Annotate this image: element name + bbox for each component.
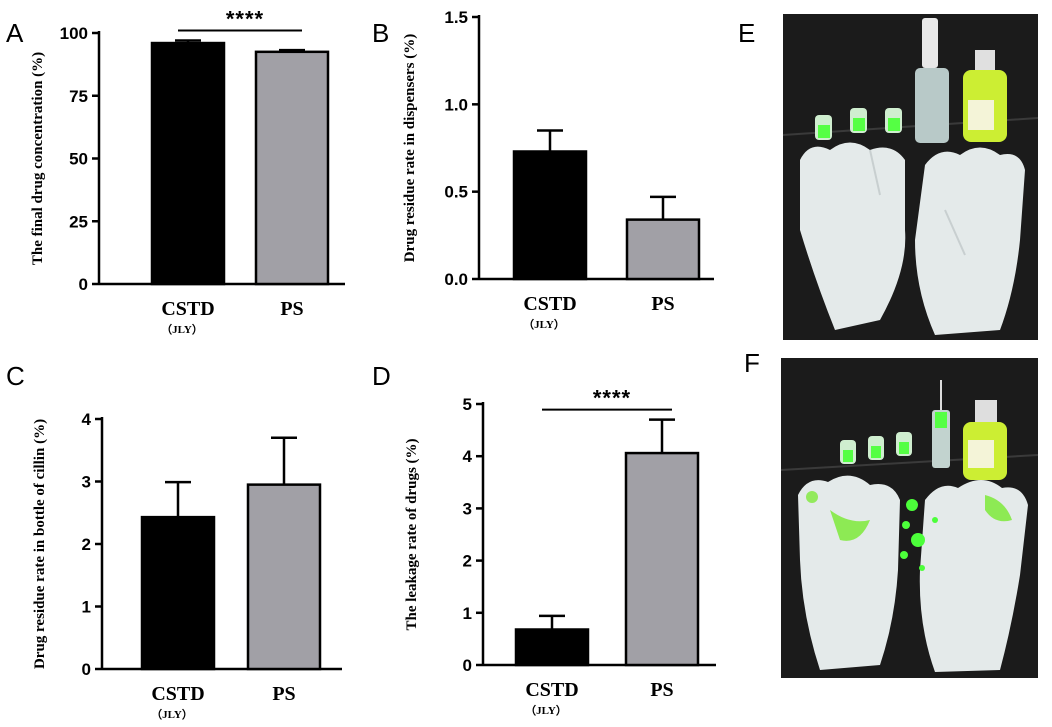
- panel-letter-c: C: [6, 361, 25, 391]
- y-tick-label: 3: [463, 499, 472, 518]
- y-tick-label: 0: [82, 660, 91, 679]
- y-tick-label: 25: [69, 212, 88, 231]
- chart-final-drug-concentration: 0 25 50 75 100 The final drug concentration (…: [30, 7, 345, 336]
- chart-leakage-rate: 0 1 2 3 4 5 The leakage rate of drugs (%) CSTD （…: [404, 386, 716, 717]
- category-label: PS: [272, 683, 295, 705]
- y-tick-label: 1.5: [444, 8, 468, 27]
- y-axis-label: Drug residue rate in bottle of cillin (%…: [32, 419, 48, 669]
- category-label: PS: [650, 679, 673, 701]
- y-tick-label: 2: [82, 535, 91, 554]
- photo-f: [780, 358, 1039, 678]
- panel-letter-d: D: [372, 361, 391, 391]
- bar-ps: [254, 50, 330, 286]
- bar-cstd: [140, 515, 216, 671]
- y-tick-label: 50: [69, 150, 88, 169]
- y-axis-label: Drug residue rate in dispensers (%): [402, 34, 418, 262]
- bar-cstd: [514, 628, 590, 667]
- y-tick-label: 0.5: [444, 183, 468, 202]
- bar-ps: [625, 218, 701, 281]
- category-label: CSTD: [161, 298, 214, 320]
- category-sublabel: （JLY）: [525, 704, 567, 717]
- y-tick-label: 4: [463, 447, 473, 466]
- y-tick-label: 5: [463, 395, 472, 414]
- category-sublabel: （JLY）: [523, 318, 565, 331]
- chart-residue-cillin-bottle: 0 1 2 3 4 Drug residue rate in bottle of cill…: [32, 410, 342, 721]
- category-label: CSTD: [151, 683, 204, 705]
- glove-photo-icon: [780, 380, 1039, 672]
- glove-photo-icon: [782, 18, 1039, 335]
- bar-cstd: [150, 41, 226, 286]
- panel-letter-b: B: [372, 18, 389, 48]
- y-axis-label: The leakage rate of drugs (%): [404, 438, 420, 630]
- y-tick-label: 4: [82, 410, 92, 429]
- category-label: PS: [280, 298, 303, 320]
- y-tick-label: 1.0: [444, 95, 468, 114]
- bar-ps: [624, 451, 700, 667]
- y-tick-label: 2: [463, 552, 472, 571]
- y-tick-label: 3: [82, 473, 91, 492]
- y-axis-label: The final drug concentration (%): [30, 52, 46, 265]
- category-label: CSTD: [523, 293, 576, 315]
- panel-letter-a: A: [6, 18, 24, 48]
- bar-cstd: [512, 150, 588, 281]
- panel-letter-e: E: [738, 18, 755, 48]
- y-tick-label: 0.0: [444, 270, 468, 289]
- y-tick-label: 75: [69, 87, 88, 106]
- y-tick-label: 1: [82, 598, 91, 617]
- category-sublabel: （JLY）: [161, 323, 203, 336]
- significance-label: ****: [226, 7, 264, 32]
- category-sublabel: （JLY）: [151, 708, 193, 721]
- bar-ps: [246, 483, 322, 671]
- chart-residue-dispensers: 0.0 0.5 1.0 1.5 Drug residue rate in dispens…: [402, 8, 714, 331]
- panel-letter-f: F: [744, 348, 760, 378]
- category-label: PS: [651, 293, 674, 315]
- y-tick-label: 0: [463, 656, 472, 675]
- photo-e: [782, 14, 1039, 340]
- y-tick-label: 1: [463, 604, 472, 623]
- category-label: CSTD: [525, 679, 578, 701]
- y-tick-label: 100: [60, 24, 88, 43]
- y-tick-label: 0: [79, 275, 88, 294]
- significance-label: ****: [593, 386, 631, 411]
